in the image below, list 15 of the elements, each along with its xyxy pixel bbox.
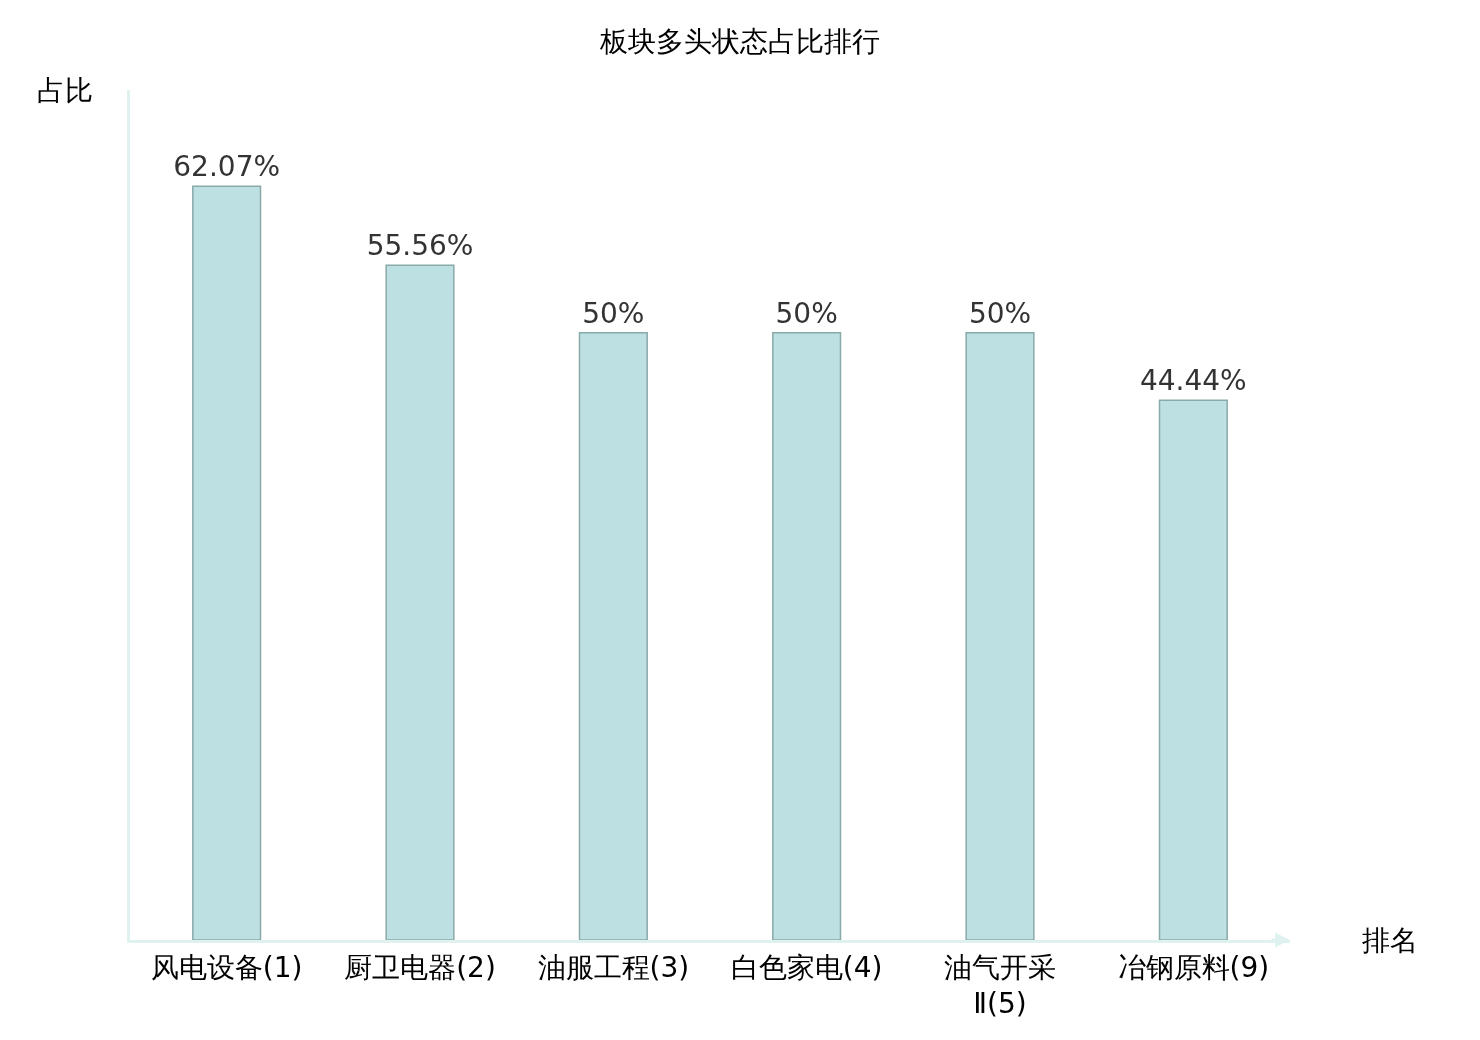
x-tick-label: 白色家电(4) [730,950,883,984]
x-tick-label: 风电设备(1) [150,950,303,984]
data-label: 44.44% [1139,364,1247,398]
data-label: 50% [968,296,1032,330]
x-tick-label: 油服工程(3) [537,950,690,984]
x-axis-title: 排名 [1362,924,1418,957]
x-tick-label: 厨卫电器(2) [344,950,496,984]
x-tick-label: 油气开采Ⅱ(5) [944,950,1056,1020]
data-label: 62.07% [173,150,281,184]
chart-title: 板块多头状态占比排行 [599,25,880,59]
x-tick-label: 冶钢原料(9) [1117,950,1270,984]
data-label: 50% [775,296,838,330]
data-label: 55.56% [366,229,474,263]
data-label: 50% [582,296,645,330]
y-axis-title: 占比 [37,74,93,107]
